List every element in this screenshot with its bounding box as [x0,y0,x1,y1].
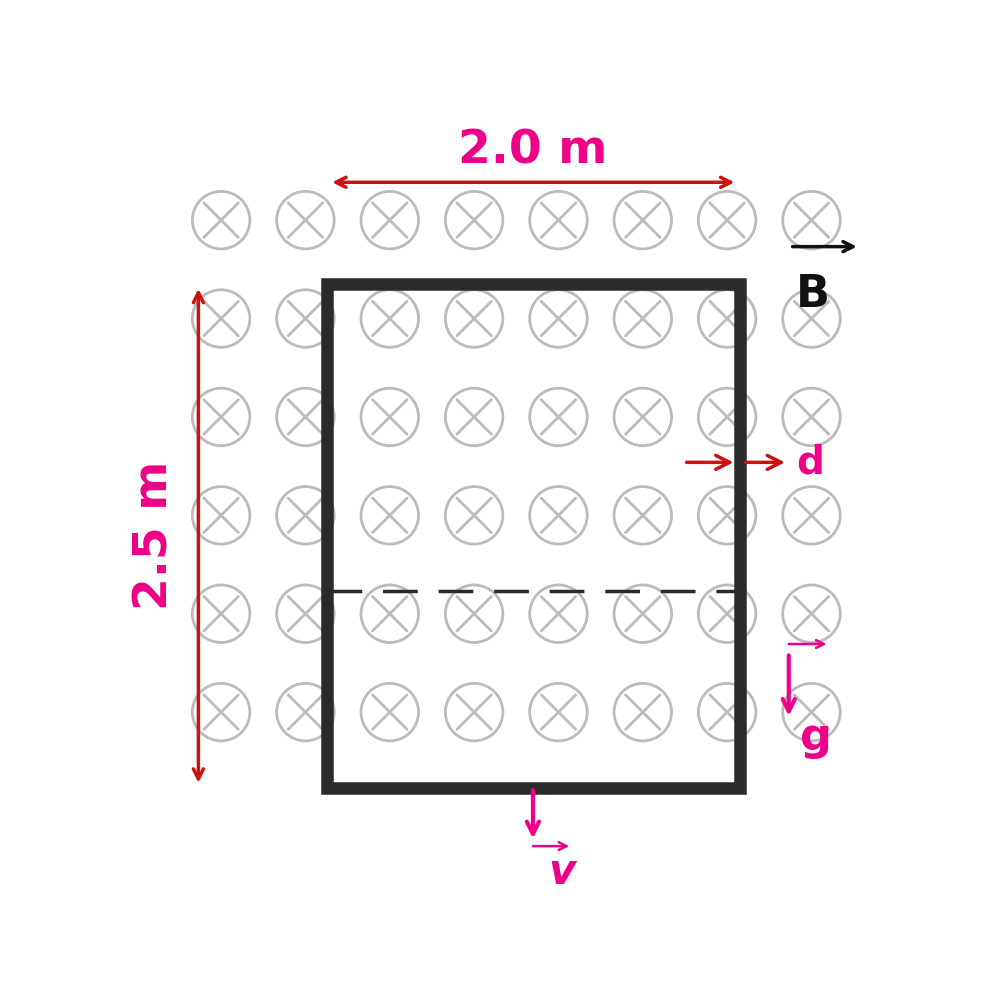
Text: g: g [800,716,832,759]
Text: 2.0 m: 2.0 m [458,128,608,173]
Text: B: B [796,273,830,317]
Text: v: v [549,850,576,893]
Text: d: d [796,443,824,482]
Bar [327,284,740,787]
Text: 2.5 m: 2.5 m [133,461,178,610]
